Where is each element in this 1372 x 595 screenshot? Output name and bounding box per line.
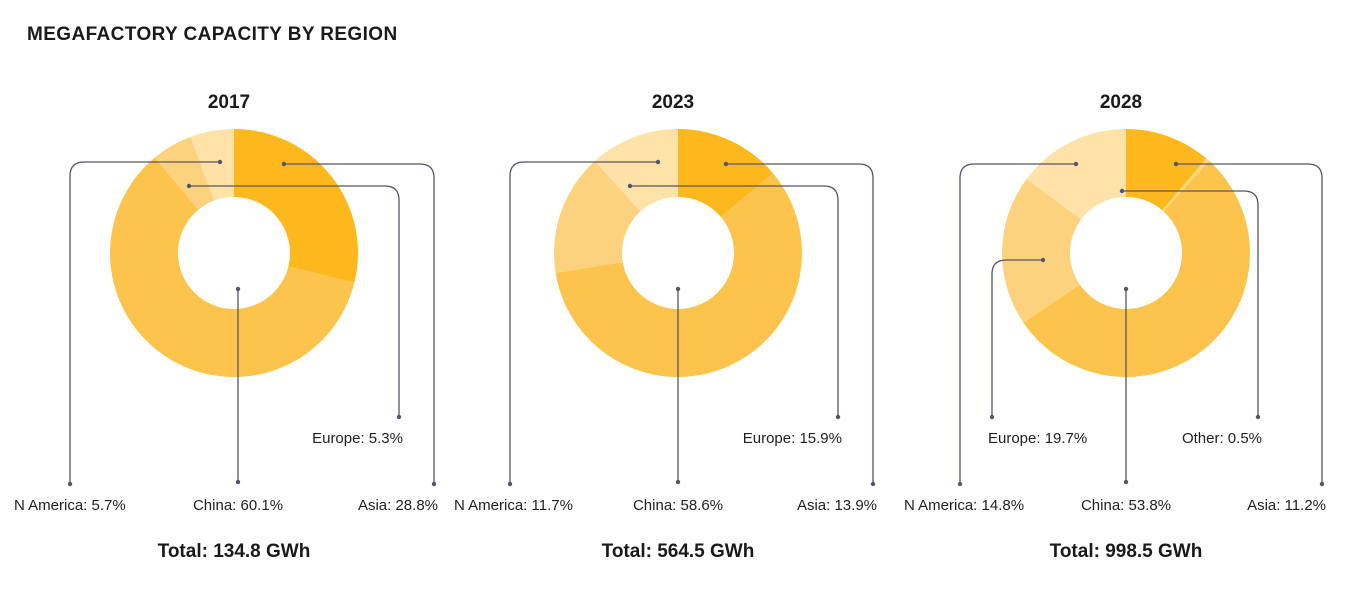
slice-label-china: China: 58.6%: [633, 497, 723, 514]
leader-start-dot: [1123, 286, 1129, 292]
chart-total: Total: 564.5 GWh: [602, 541, 755, 562]
slice-label-asia: Asia: 28.8%: [358, 497, 438, 514]
leader-line-asia: [726, 163, 874, 484]
donut-chart-2028: 2028 Asia: 11.2% Other: 0.5% China: 53.8% Eu…: [904, 92, 1326, 562]
leader-start-dot: [1173, 161, 1179, 167]
slice-label-other: Other: 0.5%: [1182, 430, 1262, 447]
leader-start-dot: [1040, 257, 1046, 263]
chart-title: MEGAFACTORY CAPACITY BY REGION: [27, 24, 398, 45]
slice-china: [555, 173, 802, 378]
leader-line-other: [1122, 190, 1259, 417]
slice-label-china: China: 53.8%: [1081, 497, 1171, 514]
slice-label-europe: Europe: 19.7%: [988, 430, 1087, 447]
slice-other: [1162, 158, 1210, 212]
slice-label-n-america: N America: 11.7%: [454, 497, 573, 514]
leader-line-n-america: [959, 163, 1076, 484]
leader-start-dot: [235, 286, 241, 292]
donut-chart-2017: 2017 Asia: 28.8% China: 60.1% Europe: 5.3% N…: [14, 92, 438, 562]
slice-asia: [234, 129, 358, 283]
slice-asia: [1126, 129, 1207, 211]
leader-line-asia: [1176, 163, 1323, 484]
slice-europe: [1002, 178, 1082, 323]
leader-start-dot: [281, 161, 287, 167]
leader-line-n-america: [69, 161, 220, 484]
leader-line-europe: [189, 185, 400, 417]
leader-start-dot: [186, 183, 192, 189]
chart-total: Total: 998.5 GWh: [1050, 541, 1203, 562]
leader-start-dot: [723, 161, 729, 167]
leader-start-dot: [1119, 188, 1125, 194]
leader-line-europe: [630, 185, 839, 417]
leader-line-n-america: [509, 161, 658, 484]
slice-europe: [154, 136, 215, 210]
leader-line-europe: [991, 259, 1043, 417]
slice-label-asia: Asia: 11.2%: [1247, 497, 1326, 514]
slice-china: [109, 157, 355, 377]
leader-start-dot: [217, 159, 223, 165]
slice-label-china: China: 60.1%: [193, 497, 283, 514]
slice-n-america: [1026, 129, 1126, 220]
slice-europe: [554, 160, 641, 273]
slice-label-n-america: N America: 5.7%: [14, 497, 126, 514]
slice-label-europe: Europe: 5.3%: [312, 430, 403, 447]
chart-year-title: 2017: [208, 92, 250, 113]
slice-asia: [678, 129, 773, 217]
slice-n-america: [594, 129, 678, 212]
slice-label-n-america: N America: 14.8%: [904, 497, 1024, 514]
chart-year-title: 2028: [1100, 92, 1142, 113]
leader-line-asia: [284, 163, 435, 484]
donut-chart-2023: 2023 Asia: 13.9% China: 58.6% Europe: 15.9%…: [454, 92, 877, 562]
slice-n-america: [190, 129, 234, 201]
slice-label-asia: Asia: 13.9%: [797, 497, 877, 514]
slice-label-europe: Europe: 15.9%: [743, 430, 842, 447]
leader-start-dot: [675, 286, 681, 292]
leader-start-dot: [655, 159, 661, 165]
chart-year-title: 2023: [652, 92, 694, 113]
chart-total: Total: 134.8 GWh: [158, 541, 311, 562]
leader-start-dot: [627, 183, 633, 189]
leader-start-dot: [1073, 161, 1079, 167]
slice-china: [1023, 161, 1250, 378]
